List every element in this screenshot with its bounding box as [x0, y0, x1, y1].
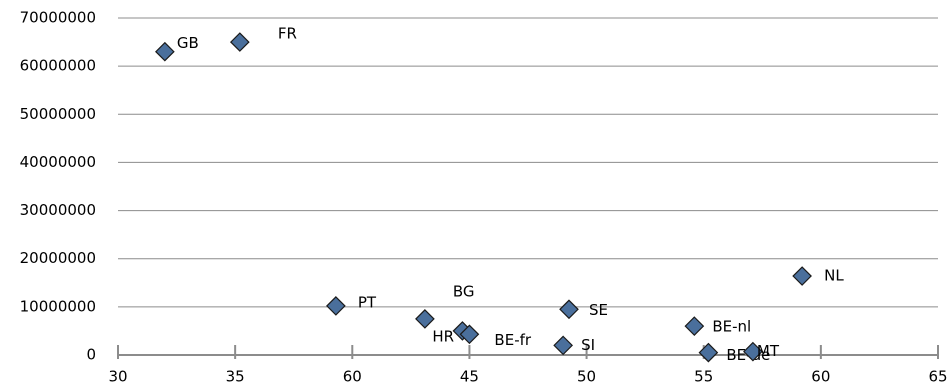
y-tick-label: 70000000	[20, 9, 96, 27]
scatter-point	[229, 32, 250, 52]
point-label: NL	[824, 267, 844, 285]
scatter-point	[326, 296, 346, 316]
x-tick-label: 65	[928, 368, 947, 386]
scatter-point	[155, 41, 175, 62]
y-tick-label: 50000000	[20, 105, 96, 123]
point-label: BG	[453, 282, 475, 300]
scatter-point	[553, 335, 573, 356]
x-tick-label: 55	[694, 368, 713, 386]
scatter-point	[415, 309, 435, 329]
scatter-point	[459, 324, 480, 345]
point-label: BE-nl	[712, 318, 751, 336]
y-tick-label: 60000000	[20, 57, 96, 75]
point-label: HR	[432, 327, 454, 345]
point-label: GB	[177, 34, 199, 52]
x-tick-label: 60	[811, 368, 830, 386]
scatter-point	[743, 341, 763, 362]
y-tick-label: 20000000	[20, 249, 96, 267]
x-tick-label: 50	[577, 368, 596, 386]
point-label: SE	[589, 301, 608, 319]
scatter-point	[559, 299, 579, 320]
point-label: SI	[581, 336, 595, 354]
y-tick-label: 10000000	[20, 297, 96, 315]
x-tick-label: 60	[343, 368, 362, 386]
point-label: MT	[757, 342, 780, 360]
scatter-point	[684, 316, 705, 336]
scatter-point	[792, 266, 812, 286]
x-tick-label: 45	[460, 368, 479, 386]
point-label: PT	[358, 293, 377, 311]
y-tick-label: 30000000	[20, 201, 96, 219]
y-tick-label: 0	[86, 346, 96, 364]
point-label: BE-fr	[494, 331, 531, 349]
point-label: FR	[278, 25, 297, 43]
y-tick-label: 40000000	[20, 153, 96, 171]
scatter-point	[698, 342, 719, 363]
x-tick-label: 35	[226, 368, 245, 386]
x-tick-label: 30	[108, 368, 127, 386]
